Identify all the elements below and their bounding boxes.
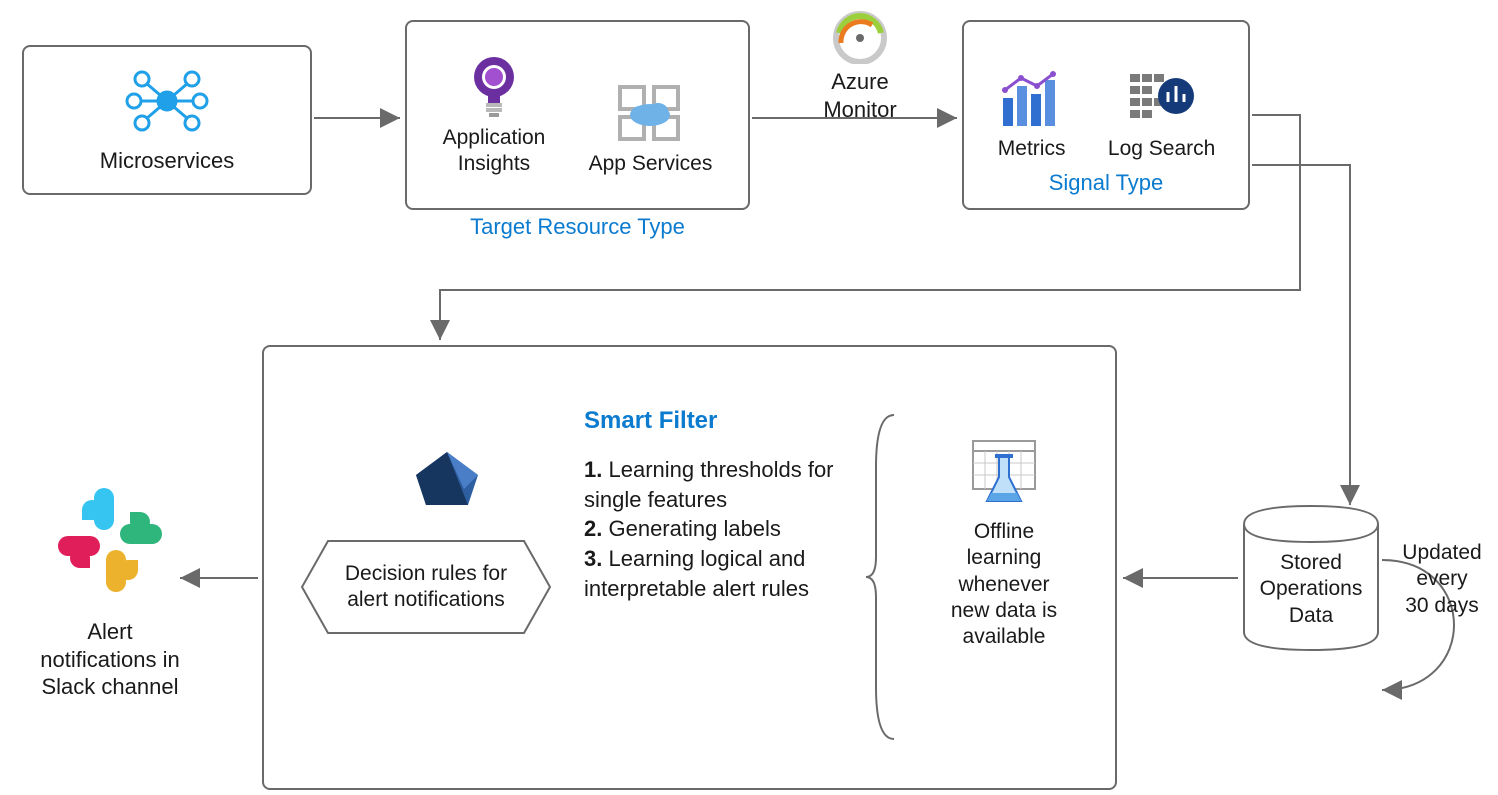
- smart-filter-box: Decision rules for alert notifications S…: [262, 345, 1117, 790]
- signal-type-box: Metrics: [962, 20, 1250, 210]
- storage-node: StoredOperationsData: [1240, 500, 1382, 660]
- app-services-label: App Services: [589, 151, 713, 177]
- microservices-box: Microservices: [22, 45, 312, 195]
- microservices-label: Microservices: [100, 147, 234, 175]
- offline-learning-item: Offlinelearningwhenevernew data isavaila…: [914, 437, 1094, 650]
- decision-rules-label: Decision rules for alert notifications: [324, 561, 528, 614]
- target-resource-caption: Target Resource Type: [405, 214, 750, 240]
- storage-label: StoredOperationsData: [1240, 550, 1382, 629]
- flask-calendar-icon: [965, 437, 1043, 509]
- lightbulb-icon: [468, 55, 520, 119]
- app-services-item: App Services: [589, 81, 713, 177]
- updated-label: Updatedevery30 days: [1392, 540, 1492, 619]
- app-insights-item: ApplicationInsights: [443, 55, 546, 178]
- app-insights-label: ApplicationInsights: [443, 125, 546, 178]
- gauge-icon: [827, 8, 893, 64]
- signal-type-caption: Signal Type: [976, 170, 1236, 196]
- ml-icon: [404, 447, 490, 517]
- metrics-label: Metrics: [998, 136, 1066, 162]
- log-search-icon: [1126, 68, 1198, 130]
- slack-icon: [50, 480, 170, 600]
- slack-caption: Alertnotifications inSlack channel: [40, 618, 179, 701]
- azure-monitor-label: AzureMonitor: [823, 68, 896, 123]
- smart-filter-list: 1. Learning thresholds for single featur…: [584, 455, 854, 603]
- slack-item: Alertnotifications inSlack channel: [30, 480, 190, 701]
- log-search-item: Log Search: [1108, 68, 1215, 162]
- offline-learning-label: Offlinelearningwhenevernew data isavaila…: [951, 519, 1057, 650]
- app-services-icon: [614, 81, 686, 145]
- target-resource-box: ApplicationInsights App Services: [405, 20, 750, 210]
- decision-rules-hex: Decision rules for alert notifications: [300, 539, 552, 635]
- azure-monitor-item: AzureMonitor: [800, 8, 920, 123]
- microservices-icon: [124, 65, 210, 137]
- metrics-icon: [997, 68, 1067, 130]
- log-search-label: Log Search: [1108, 136, 1215, 162]
- curly-brace-icon: [864, 407, 900, 747]
- smart-filter-title: Smart Filter: [584, 407, 854, 435]
- metrics-item: Metrics: [997, 68, 1067, 162]
